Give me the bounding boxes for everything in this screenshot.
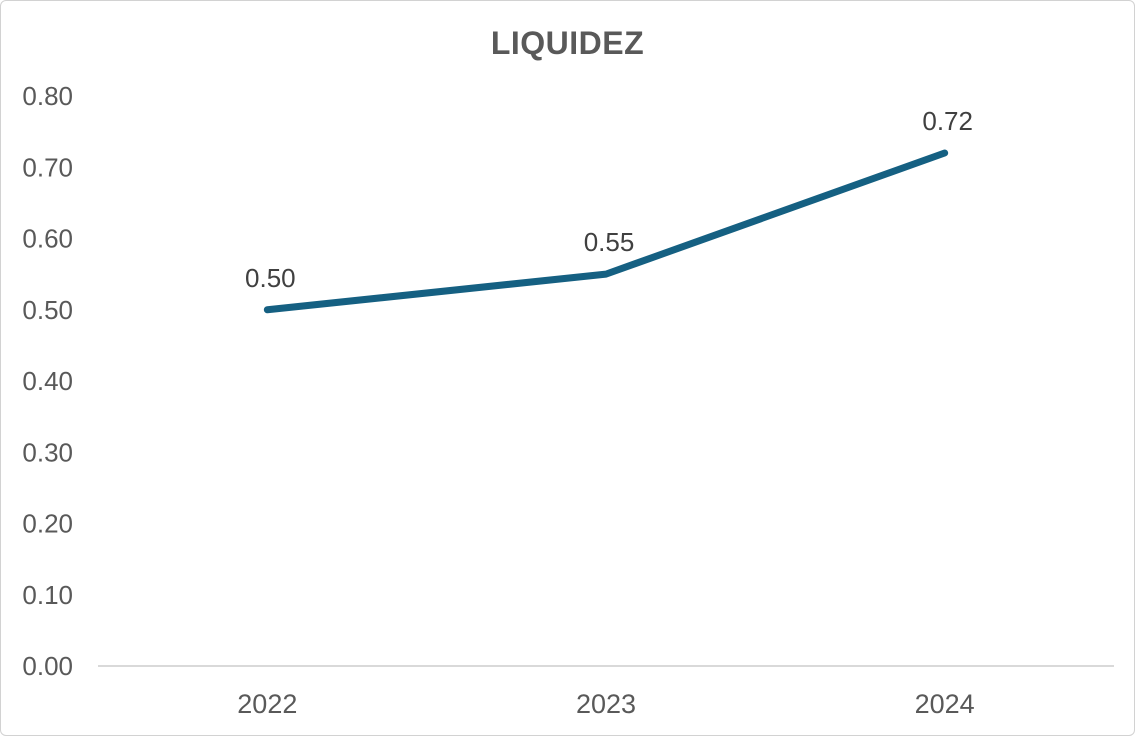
series-line-liquidez — [263, 149, 949, 314]
y-tick-label: 0.10 — [22, 580, 73, 610]
x-category-label: 2022 — [237, 689, 297, 719]
y-tick-label: 0.30 — [22, 437, 73, 467]
data-label: 0.55 — [584, 227, 635, 257]
x-category-label: 2023 — [576, 689, 636, 719]
y-tick-label: 0.70 — [22, 152, 73, 182]
y-tick-label: 0.50 — [22, 295, 73, 325]
x-category-label: 2024 — [915, 689, 975, 719]
data-label: 0.50 — [245, 263, 296, 293]
y-tick-label: 0.40 — [22, 366, 73, 396]
y-tick-label: 0.80 — [22, 81, 73, 111]
y-tick-label: 0.60 — [22, 224, 73, 254]
chart-title: LIQUIDEZ — [490, 25, 645, 61]
data-label: 0.72 — [922, 106, 973, 136]
y-tick-label: 0.00 — [22, 651, 73, 681]
y-tick-label: 0.20 — [22, 509, 73, 539]
